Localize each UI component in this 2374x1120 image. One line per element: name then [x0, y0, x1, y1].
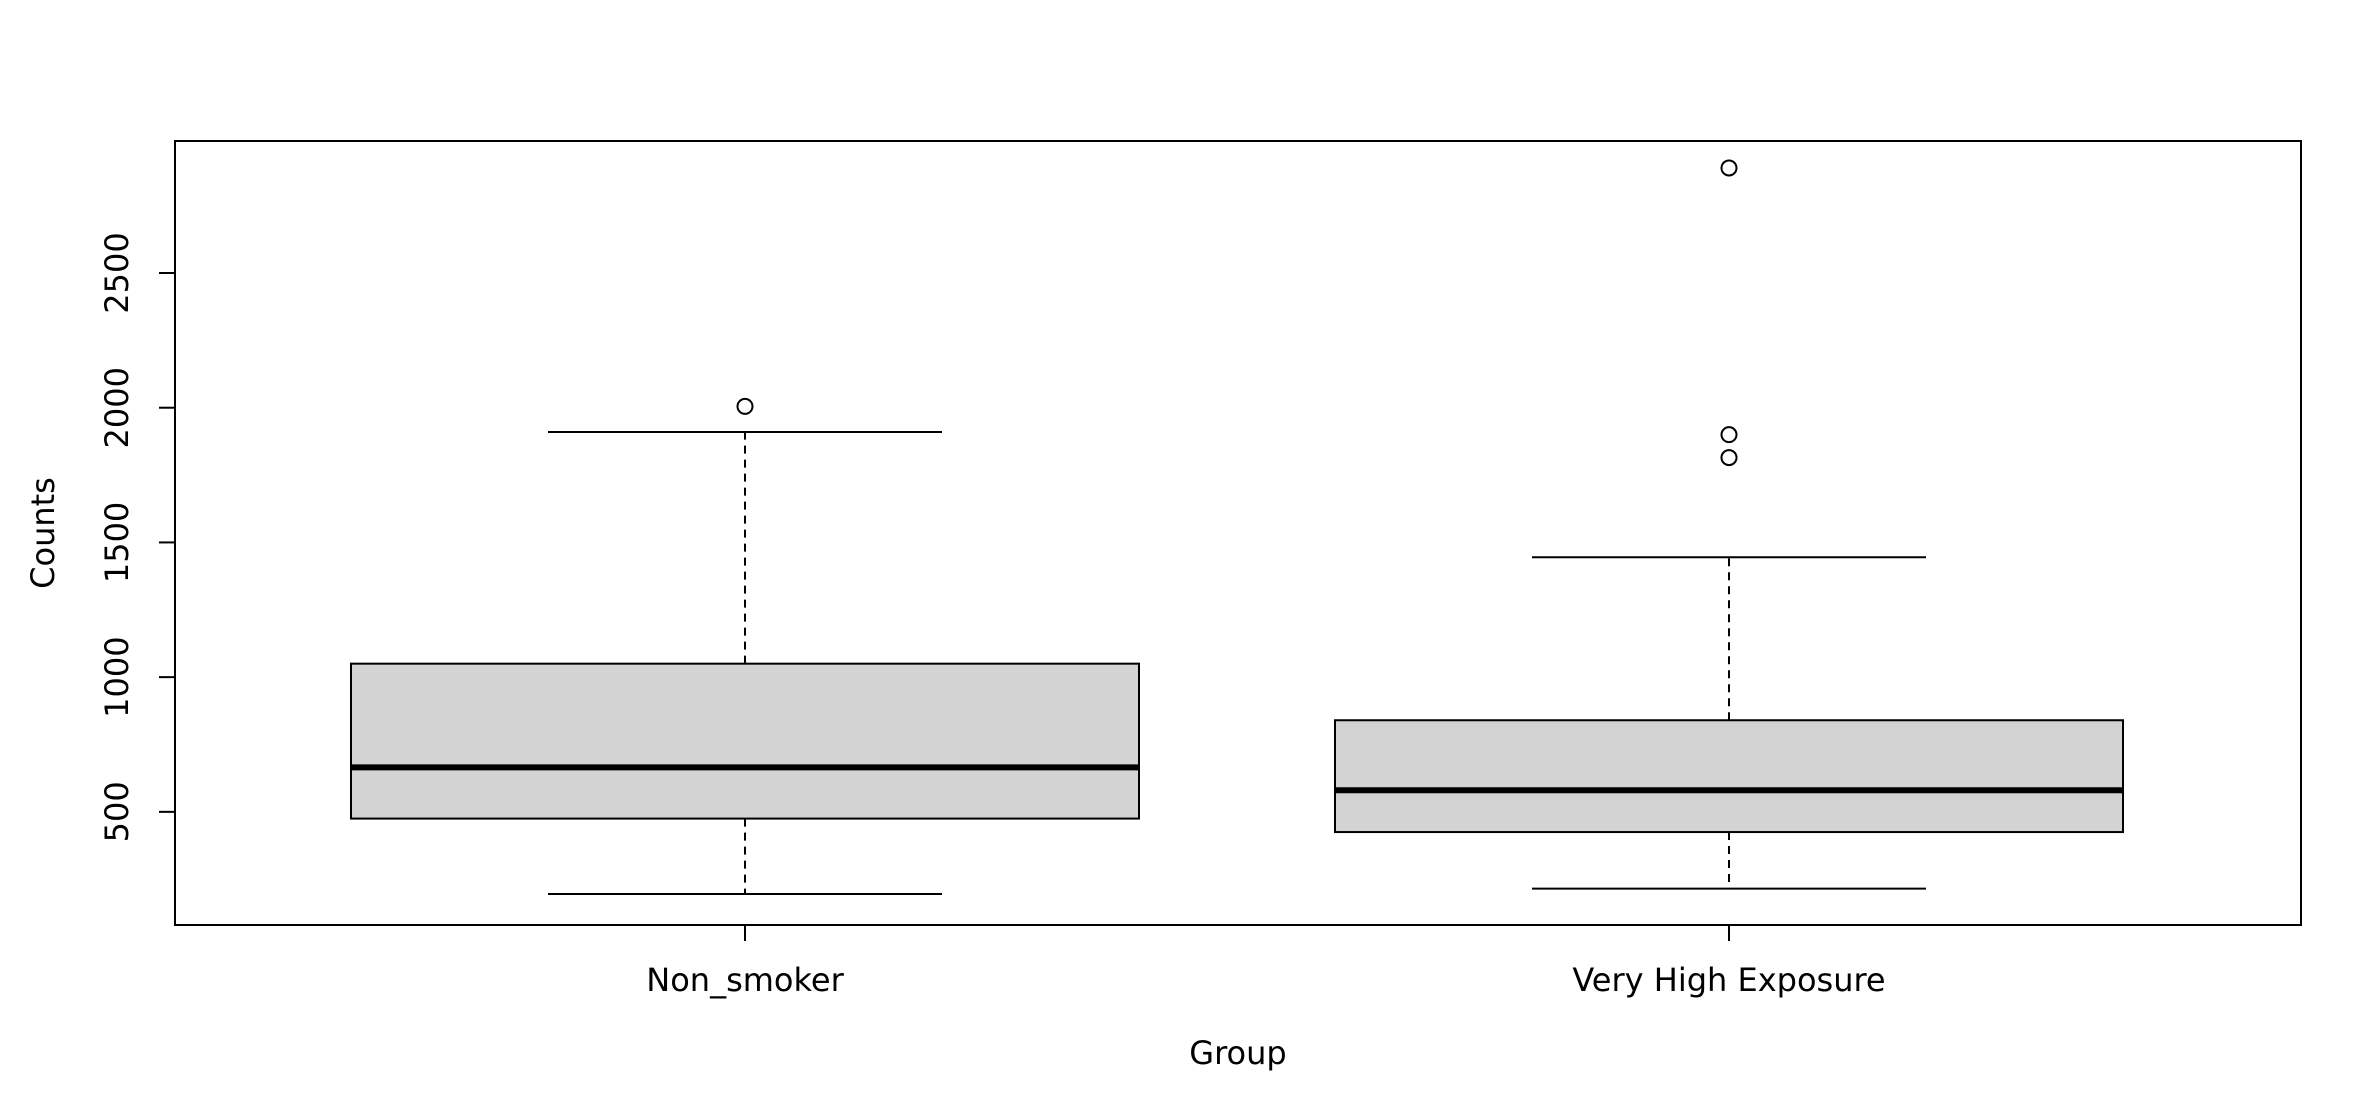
- y-tick-label: 500: [98, 781, 136, 842]
- x-axis: Non_smoker Very High Exposure: [646, 925, 1886, 999]
- y-axis: 500 1000 1500 2000 2500: [98, 232, 175, 842]
- y-tick-label: 1500: [98, 502, 136, 583]
- box-group: [350, 397, 1140, 896]
- outlier-point: [1720, 426, 1738, 444]
- outlier-point: [1720, 159, 1738, 177]
- chart-marks: [350, 159, 2124, 896]
- iqr-box: [1334, 719, 2124, 834]
- y-tick-label: 2500: [98, 232, 136, 313]
- y-tick-label: 1000: [98, 636, 136, 717]
- x-tick-label: Very High Exposure: [1572, 961, 1885, 999]
- x-axis-label: Group: [1189, 1034, 1286, 1072]
- box-group: [1334, 159, 2124, 890]
- outlier-point: [736, 397, 754, 415]
- plot-frame: [174, 140, 2302, 926]
- x-tick-label: Non_smoker: [646, 961, 844, 999]
- iqr-box: [350, 662, 1140, 820]
- y-tick-label: 2000: [98, 367, 136, 448]
- y-axis-label: Counts: [24, 477, 62, 589]
- outlier-point: [1720, 449, 1738, 467]
